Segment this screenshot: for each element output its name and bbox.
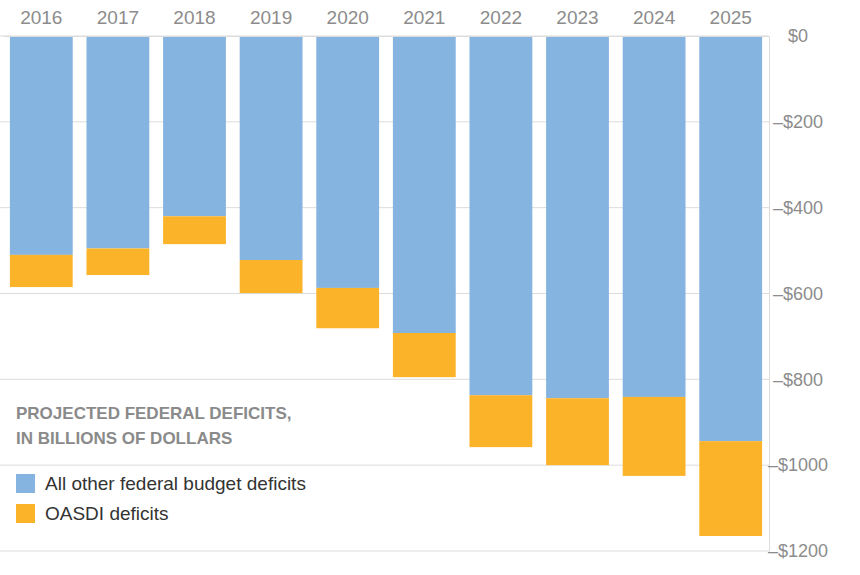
tick-label: –$1200 (768, 541, 828, 561)
tick: 2019 (250, 7, 292, 36)
bar (316, 288, 379, 328)
legend-swatch (16, 474, 35, 493)
grid-line (0, 36, 769, 37)
tick-label: –$1000 (768, 455, 828, 475)
tick-label: 2019 (250, 7, 292, 28)
tick: –$800 (769, 370, 823, 390)
bar (469, 36, 532, 395)
tick-label: –$600 (773, 284, 823, 304)
bar (10, 255, 73, 287)
tick-label: –$800 (773, 370, 823, 390)
tick-label: –$400 (773, 198, 823, 218)
legend: All other federal budget deficits OASDI d… (16, 473, 306, 524)
series-bars (10, 36, 762, 441)
tick: –$1000 (768, 455, 828, 475)
tick-label: 2024 (633, 7, 676, 28)
legend-item: OASDI deficits (16, 503, 169, 524)
title-line: IN BILLIONS OF DOLLARS (16, 429, 232, 448)
bar (546, 36, 609, 398)
bar (240, 260, 303, 293)
y-axis: $0 –$200 –$400 –$600 –$800 –$1000 –$1200 (768, 26, 828, 561)
title: PROJECTED FEDERAL DEFICITS, IN BILLIONS O… (16, 404, 292, 448)
tick-label: $0 (788, 26, 808, 46)
series-bars (10, 216, 762, 536)
bar (240, 36, 303, 260)
bars (10, 36, 762, 536)
tick: –$400 (769, 198, 823, 218)
legend-label: All other federal budget deficits (45, 473, 306, 494)
tick-label: 2018 (173, 7, 215, 28)
bar (623, 36, 686, 397)
bar (316, 36, 379, 288)
bar (699, 441, 762, 536)
legend-label: OASDI deficits (45, 503, 169, 524)
tick: 2025 (710, 7, 752, 36)
bar (86, 36, 149, 248)
tick: 2023 (556, 7, 598, 36)
bar (86, 248, 149, 275)
tick: –$1200 (768, 541, 828, 561)
legend-swatch (16, 504, 35, 523)
legend-item: All other federal budget deficits (16, 473, 306, 494)
tick: 2024 (633, 7, 676, 36)
title-line: PROJECTED FEDERAL DEFICITS, (16, 404, 292, 423)
tick: 2022 (480, 7, 522, 36)
axis-line (4, 36, 770, 37)
grid (0, 36, 769, 551)
tick: 2017 (97, 7, 139, 36)
bar (10, 36, 73, 255)
tick: –$600 (769, 284, 823, 304)
tick: 2020 (327, 7, 369, 36)
tick-label: 2025 (710, 7, 752, 28)
tick-label: –$200 (773, 112, 823, 132)
bar (699, 36, 762, 441)
bar (393, 333, 456, 377)
grid-line (0, 551, 769, 552)
tick-label: 2021 (403, 7, 445, 28)
tick-label: 2023 (556, 7, 598, 28)
bar (163, 216, 226, 244)
bar (393, 36, 456, 333)
tick-label: 2020 (327, 7, 369, 28)
bar (469, 395, 532, 447)
tick: 2021 (403, 7, 445, 36)
chart: 2016 2017 2018 2019 2020 2021 2022 2023 2024 2025… (0, 0, 860, 575)
bar (623, 397, 686, 476)
bar (546, 398, 609, 465)
tick: –$200 (769, 112, 823, 132)
bar (163, 36, 226, 216)
tick: $0 (769, 26, 808, 46)
x-axis: 2016 2017 2018 2019 2020 2021 2022 2023 2024 2025 (4, 7, 770, 37)
tick-label: 2022 (480, 7, 522, 28)
tick-label: 2016 (20, 7, 62, 28)
tick-label: 2017 (97, 7, 139, 28)
tick: 2018 (173, 7, 215, 36)
tick: 2016 (20, 7, 62, 36)
